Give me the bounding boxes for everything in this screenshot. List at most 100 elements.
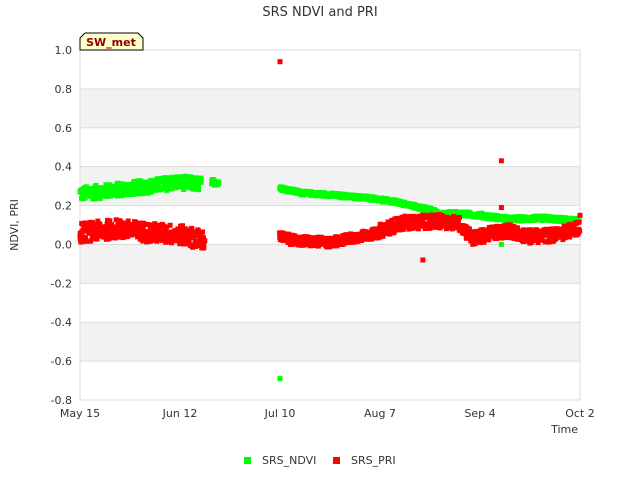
y-axis-label: NDVI, PRI bbox=[8, 199, 21, 251]
pri-point bbox=[178, 235, 184, 241]
pri-point bbox=[107, 218, 112, 224]
pri-point bbox=[433, 212, 439, 218]
ndvi-point bbox=[149, 189, 154, 195]
chart-title: SRS NDVI and PRI bbox=[262, 5, 377, 20]
pri-point bbox=[147, 230, 153, 236]
pri-point bbox=[164, 224, 170, 230]
pri-point bbox=[451, 223, 457, 229]
pri-point bbox=[169, 240, 174, 246]
pri-point bbox=[508, 226, 514, 231]
y-tick-label: -0.4 bbox=[51, 316, 72, 329]
pri-point bbox=[80, 227, 86, 233]
site-badge-box bbox=[79, 32, 144, 51]
pri-point bbox=[397, 227, 403, 233]
ndvi-point bbox=[137, 190, 143, 195]
pri-point bbox=[379, 229, 385, 235]
ndvi-point bbox=[82, 195, 88, 201]
pri-point bbox=[562, 235, 568, 240]
pri-point bbox=[455, 219, 461, 225]
pri-point bbox=[491, 229, 497, 235]
pri-point bbox=[94, 228, 100, 233]
pri-point bbox=[154, 238, 160, 244]
pri-point bbox=[384, 231, 390, 236]
pri-point bbox=[504, 235, 510, 240]
pri-point bbox=[290, 239, 296, 245]
ndvi-point bbox=[168, 186, 174, 192]
y-tick-label: -0.6 bbox=[51, 355, 72, 368]
site-badge-label: SW_met bbox=[86, 36, 136, 49]
pri-point bbox=[104, 225, 110, 231]
pri-point-outlier bbox=[277, 59, 283, 65]
pri-point bbox=[416, 225, 421, 231]
pri-point bbox=[539, 237, 545, 243]
y-tick-label: -0.8 bbox=[51, 394, 72, 407]
pri-point bbox=[360, 228, 366, 234]
series-srs-pri bbox=[77, 59, 583, 263]
pri-point bbox=[108, 235, 114, 241]
ndvi-point bbox=[104, 190, 110, 196]
pri-point bbox=[577, 228, 583, 234]
ndvi-point bbox=[149, 177, 155, 183]
ndvi-point bbox=[185, 184, 191, 190]
pri-point bbox=[567, 234, 573, 240]
pri-point bbox=[78, 239, 84, 245]
ndvi-point bbox=[132, 187, 138, 193]
ndvi-point bbox=[170, 179, 176, 185]
x-tick-label: Oct 2 bbox=[565, 407, 595, 420]
ndvi-point bbox=[93, 182, 99, 188]
pri-point bbox=[443, 214, 449, 220]
pri-point bbox=[517, 233, 523, 239]
y-tick-label: 0.0 bbox=[55, 238, 73, 251]
ndvi-point bbox=[164, 187, 170, 193]
ndvi-point bbox=[159, 185, 165, 191]
pri-point bbox=[576, 219, 582, 225]
ndvi-point bbox=[192, 186, 198, 192]
legend: SRS_NDVI SRS_PRI bbox=[244, 454, 396, 467]
pri-point bbox=[141, 221, 147, 227]
site-badge: SW_met bbox=[79, 32, 144, 51]
pri-point bbox=[456, 215, 462, 220]
pri-point bbox=[428, 212, 434, 218]
pri-point bbox=[400, 226, 406, 232]
legend-swatch-srs-ndvi bbox=[244, 457, 251, 464]
pri-point bbox=[284, 235, 290, 241]
pri-point bbox=[533, 227, 539, 233]
pri-point bbox=[201, 245, 207, 250]
pri-point bbox=[157, 226, 163, 232]
pri-point bbox=[481, 239, 487, 245]
pri-point bbox=[84, 238, 90, 244]
y-tick-label: 0.4 bbox=[55, 161, 73, 174]
pri-point-outlier bbox=[577, 212, 583, 218]
ndvi-point-outlier bbox=[498, 241, 504, 247]
pri-point bbox=[87, 228, 93, 234]
pri-point bbox=[193, 244, 199, 249]
pri-point bbox=[413, 221, 419, 227]
pri-point bbox=[128, 221, 134, 227]
pri-point bbox=[319, 241, 324, 247]
pri-point bbox=[177, 240, 183, 246]
pri-point-outlier bbox=[498, 158, 504, 164]
pri-point bbox=[511, 223, 517, 229]
pri-point bbox=[163, 229, 169, 235]
pri-point bbox=[152, 221, 158, 227]
pri-point bbox=[181, 241, 187, 247]
pri-point bbox=[322, 235, 328, 241]
ndvi-point bbox=[165, 176, 171, 182]
pri-point bbox=[385, 219, 391, 225]
ndvi-point bbox=[106, 185, 112, 191]
pri-point bbox=[551, 227, 557, 233]
pri-point bbox=[409, 217, 415, 223]
ndvi-point-outlier bbox=[277, 376, 283, 382]
background-band bbox=[80, 88, 580, 128]
pri-point bbox=[201, 238, 207, 244]
pri-point bbox=[512, 236, 518, 241]
y-tick-label: 1.0 bbox=[55, 44, 73, 57]
pri-point bbox=[346, 234, 352, 240]
pri-point bbox=[389, 219, 395, 225]
pri-point bbox=[359, 238, 365, 243]
pri-point bbox=[180, 223, 185, 229]
pri-point bbox=[527, 229, 533, 235]
legend-label-srs-pri: SRS_PRI bbox=[351, 454, 396, 467]
y-tick-label: 0.2 bbox=[55, 200, 73, 213]
x-tick-label: Jun 12 bbox=[162, 407, 198, 420]
